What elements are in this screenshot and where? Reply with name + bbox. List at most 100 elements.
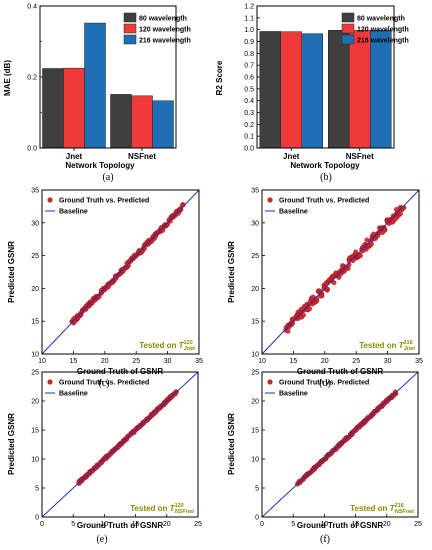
legend-label: 216 wavelength	[139, 38, 191, 45]
tested-on-annotation: Tested on T120 Jnet	[139, 340, 196, 352]
scatter-point	[325, 286, 331, 292]
scatter-point	[300, 312, 306, 318]
legend-swatch	[341, 12, 355, 23]
y-tick-label: 30	[251, 220, 259, 227]
scatter-chart-2: 10 15 20 25 30 35 10 15 20 25 30 35 Ground Truth vs.…	[7, 188, 203, 390]
y-axis-title: R2 Score	[215, 60, 224, 95]
scatter-point	[368, 241, 374, 247]
baseline-line	[262, 190, 419, 354]
scatter-chart-5: 0 5 10 15 20 25 0 5 10 15 20 25 Ground Truth vs. Pre…	[227, 370, 422, 546]
annotation-symbol: T	[170, 504, 176, 513]
panel-caption: (c)	[98, 378, 109, 389]
x-tick-label: Jnet	[283, 152, 300, 161]
y-tick-label: 1.0	[244, 27, 254, 34]
plot-area	[42, 372, 198, 517]
annotation-prefix: Tested on	[350, 504, 389, 513]
y-tick-label: 0.2	[244, 122, 254, 129]
x-tick-label: 35	[195, 358, 203, 365]
x-tick-label: 15	[132, 521, 140, 528]
y-tick-label: 10	[31, 457, 39, 464]
plot-area	[262, 190, 419, 354]
x-tick-label: 20	[163, 521, 171, 528]
annotation-sup: 216	[404, 340, 413, 346]
y-tick-label: 0.0	[27, 146, 37, 153]
tested-on-annotation: Tested on T216 NSFnet	[350, 503, 415, 515]
bar	[280, 31, 302, 149]
legend-marker	[47, 197, 53, 203]
x-tick-label: 15	[290, 358, 298, 365]
y-axis-title: MAE (dB)	[3, 60, 12, 96]
bar	[84, 22, 106, 149]
y-axis-title: Predicted GSNR	[227, 413, 236, 475]
x-tick-label: 30	[164, 358, 172, 365]
y-tick-label: 15	[31, 319, 39, 326]
x-axis-title: Network Topology	[65, 161, 135, 170]
legend-marker	[47, 379, 53, 385]
legend-swatch	[341, 23, 355, 34]
bar	[328, 30, 350, 149]
panel-caption: (e)	[96, 534, 107, 545]
y-tick-label: 35	[251, 188, 259, 195]
annotation-prefix: Tested on	[139, 341, 178, 350]
plot-frame	[261, 371, 419, 518]
x-tick-label: 10	[321, 521, 329, 528]
x-tick-label: 10	[38, 358, 46, 365]
y-tick-label: 30	[31, 220, 39, 227]
scatter-point	[319, 293, 325, 299]
annotation-sub: Jnet	[404, 346, 416, 352]
annotation-prefix: Tested on	[359, 341, 398, 350]
y-tick-label: 10	[251, 352, 259, 359]
bar-chart-1: 0.0 0.1 0.2 0.3 0.4 0.5 0.6 0.7 0.8 0.9 1.0 1.1 1.2 J…	[215, 4, 409, 184]
x-tick-label: 35	[415, 358, 423, 365]
x-axis-title: Ground Truth of GSNR	[297, 521, 383, 530]
scatter-point	[392, 389, 398, 395]
x-tick-label: 25	[414, 521, 422, 528]
legend-label: Baseline	[279, 391, 308, 398]
annotation-symbol: T	[390, 504, 396, 513]
y-tick-label: 35	[31, 188, 39, 195]
y-tick-label: 0.0	[244, 146, 254, 153]
bar	[370, 30, 392, 149]
x-axis-title: Network Topology	[290, 161, 360, 170]
y-axis-title: Predicted GSNR	[7, 413, 16, 475]
legend-label: Ground Truth vs. Predicted	[59, 198, 149, 205]
x-tick-label: 30	[384, 358, 392, 365]
scatter-point	[353, 249, 359, 255]
x-tick-label: 15	[70, 358, 78, 365]
plot-frame	[261, 189, 420, 355]
plot-frame	[41, 189, 200, 355]
legend-label: Baseline	[59, 209, 88, 216]
legend-marker	[267, 379, 273, 385]
y-tick-label: 0.4	[244, 98, 254, 105]
x-tick-label: 20	[321, 358, 329, 365]
x-tick-label: 0	[40, 521, 44, 528]
bar	[42, 68, 64, 149]
legend-swatch	[123, 23, 137, 34]
panel-caption: (b)	[320, 172, 332, 183]
legend-swatch	[123, 12, 137, 23]
legend-label: Baseline	[279, 209, 308, 216]
annotation-prefix: Tested on	[130, 504, 169, 513]
x-tick-label: NSFnet	[346, 152, 374, 161]
x-tick-label: 10	[258, 358, 266, 365]
y-tick-label: 0.7	[244, 63, 254, 70]
y-tick-label: 0.9	[244, 39, 254, 46]
y-tick-label: 5	[35, 486, 39, 493]
y-tick-label: 25	[31, 370, 39, 377]
legend-label: Baseline	[59, 391, 88, 398]
legend-swatch	[341, 34, 355, 45]
x-tick-label: 25	[352, 358, 360, 365]
y-tick-label: 20	[31, 286, 39, 293]
legend-label: Ground Truth vs. Predicted	[59, 380, 149, 387]
legend-label: 216 wavelength	[357, 38, 409, 45]
panel-caption: (d)	[319, 378, 331, 389]
y-tick-label: 25	[251, 370, 259, 377]
legend-marker	[267, 197, 273, 203]
scatter-point	[307, 306, 313, 312]
legend-label: Ground Truth vs. Predicted	[279, 380, 369, 387]
y-tick-label: 0.6	[244, 75, 254, 82]
tested-on-annotation: Tested on T216 Jnet	[359, 340, 416, 352]
x-tick-label: 5	[291, 521, 295, 528]
annotation-symbol: T	[399, 341, 405, 350]
y-tick-label: 25	[251, 253, 259, 260]
